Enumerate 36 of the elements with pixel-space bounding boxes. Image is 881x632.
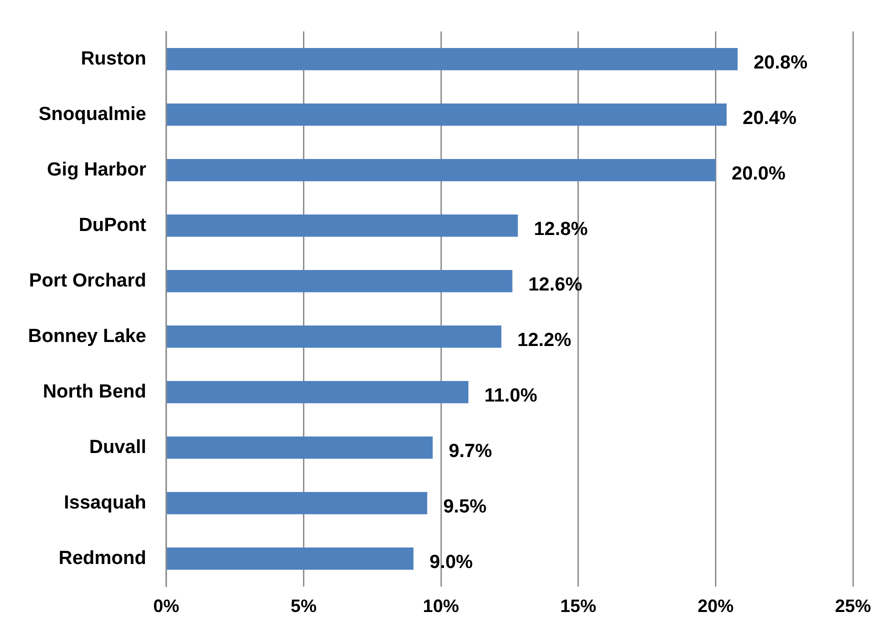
bar [166,270,512,292]
data-label: 12.6% [528,274,582,296]
x-tick-label: 5% [290,596,317,616]
bar [166,326,502,348]
bar [166,104,727,126]
bar [166,214,518,237]
y-tick-label: Gig Harbor [47,159,147,180]
bar [166,381,468,404]
data-label: 9.0% [429,552,473,573]
y-tick-label: Redmond [58,548,146,569]
data-label: 20.8% [754,52,808,74]
bar [166,548,414,570]
data-label: 9.5% [443,496,487,518]
bar [166,492,428,514]
data-label: 11.0% [484,385,538,406]
y-tick-label: Duvall [89,436,146,458]
y-tick-label: Ruston [80,48,146,70]
x-tick-label: 20% [698,596,734,616]
data-label: 12.2% [517,330,572,351]
y-tick-label: Issaquah [64,492,146,514]
data-label: 20.0% [732,163,786,184]
x-tick-label: 10% [422,596,459,616]
bar [166,159,716,182]
bar [166,48,738,70]
data-label: 12.8% [534,218,588,240]
y-tick-label: North Bend [42,381,146,402]
data-label: 20.4% [742,108,797,129]
x-tick-label: 25% [834,596,871,616]
y-tick-label: DuPont [78,214,147,236]
y-tick-label: Port Orchard [29,270,146,292]
data-label: 9.7% [448,440,492,462]
x-tick-label: 0% [153,596,180,616]
y-tick-label: Bonney Lake [28,326,146,347]
y-tick-label: Snoqualmie [38,104,146,125]
bar [166,436,433,459]
x-tick-label: 15% [560,596,596,616]
